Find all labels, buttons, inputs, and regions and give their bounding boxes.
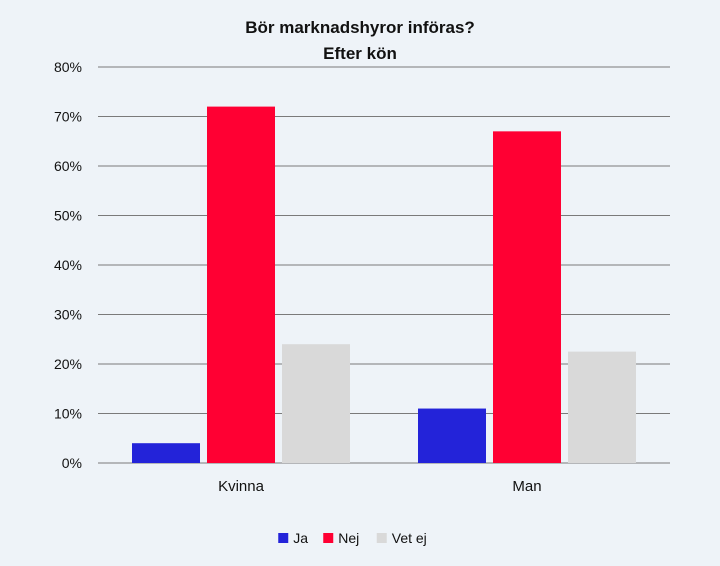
legend: Ja Nej Vet ej (278, 530, 427, 546)
bar-kvinna-ja (132, 443, 200, 463)
y-tick-label: 70% (54, 109, 82, 125)
legend-swatch (376, 533, 387, 543)
bars (132, 106, 636, 463)
bar-kvinna-vet-ej (282, 344, 350, 463)
legend-swatch (323, 533, 334, 543)
y-tick-label: 20% (54, 356, 82, 372)
legend-label: Ja (293, 530, 308, 546)
chart-title: Bör marknadshyror införas? (245, 18, 475, 37)
y-axis-ticks: 0% 10% 20% 30% 40% 50% 60% 70% 80% (54, 59, 82, 471)
category-label: Man (512, 478, 541, 495)
gridlines (98, 66, 670, 464)
bar-kvinna-nej (207, 106, 275, 463)
chart-subtitle: Efter kön (323, 44, 397, 63)
y-tick-label: 50% (54, 208, 82, 224)
y-tick-label: 60% (54, 158, 82, 174)
y-tick-label: 30% (54, 307, 82, 323)
bar-man-nej (493, 131, 561, 463)
bar-man-ja (418, 408, 486, 463)
category-label: Kvinna (218, 478, 265, 495)
y-tick-label: 40% (54, 257, 82, 273)
y-tick-label: 80% (54, 59, 82, 75)
legend-label: Nej (338, 530, 359, 546)
y-tick-label: 10% (54, 406, 82, 422)
legend-swatch (278, 533, 289, 543)
bar-man-vet-ej (568, 351, 636, 463)
legend-label: Vet ej (392, 530, 427, 546)
y-tick-label: 0% (62, 455, 82, 471)
x-axis-categories: Kvinna Man (218, 478, 542, 495)
